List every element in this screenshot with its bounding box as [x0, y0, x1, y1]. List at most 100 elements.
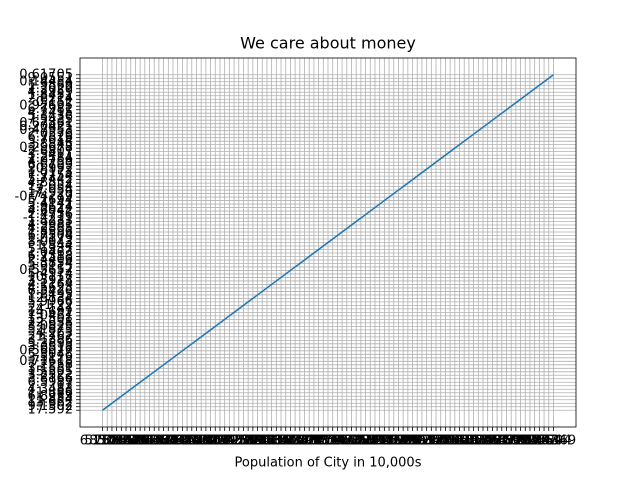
y-tick-label: 3.5129 [28, 350, 74, 365]
x-tick-label: 5.6407 [146, 434, 192, 449]
y-tick-label: 1.2784 [28, 151, 74, 166]
y-tick-label: 5.1337 [28, 242, 74, 257]
y-tick-label: 0.67861 [19, 116, 73, 131]
y-tick-label: 6.8233 [28, 389, 74, 404]
x-tick-label: 6.1101 [80, 434, 126, 449]
x-tick-label: 7.6031 [329, 434, 375, 449]
x-tick-label: 5.734 [140, 434, 177, 449]
y-tick-label: 2.8214 [28, 92, 74, 107]
x-tick-label: 5.4069 [268, 434, 314, 449]
x-tick-label: 12.836 [258, 434, 304, 449]
y-tick-label: 4.1164 [28, 277, 74, 292]
x-tick-label: 5.7077 [503, 434, 549, 449]
x-tick-label: 9.2482 [230, 434, 276, 449]
x-tick-label: 6.3589 [338, 434, 384, 449]
x-tick-label: 21.279 [371, 434, 417, 449]
y-tick-label: 13.501 [28, 312, 74, 327]
x-tick-label: 5.1301 [160, 434, 206, 449]
x-tick-label: 5.6063 [254, 434, 300, 449]
y-tick-label: 0.56077 [19, 343, 73, 358]
x-tick-label: 5.5204 [493, 434, 539, 449]
y-tick-label: 17.054 [28, 179, 74, 194]
x-tick-label: 6.4862 [117, 434, 163, 449]
y-tick-label: 1.8451 [28, 88, 74, 103]
y-tick-label: 6.6799 [28, 158, 74, 173]
x-tick-label: 9.4536 [357, 434, 403, 449]
y-tick-label: 7.5435 [28, 113, 74, 128]
x-tick-label: 14.908 [376, 434, 422, 449]
x-tick-label: 18.945 [197, 434, 243, 449]
y-tick-label: 5.9966 [28, 294, 74, 309]
x-tick-label: 7.0708 [169, 434, 215, 449]
x-tick-label: 22.203 [216, 434, 262, 449]
y-tick-label: 9.0551 [28, 71, 74, 86]
y-tick-label: 3.8166 [28, 371, 74, 386]
x-tick-label: 6.3328 [333, 434, 379, 449]
y-tick-label: 2.0576 [28, 127, 74, 142]
x-tick-label: 11.7 [314, 434, 343, 449]
x-tick-label: 10.957 [207, 434, 253, 449]
y-tick-label: 0.61705 [19, 67, 73, 82]
x-tick-label: 8.4084 [141, 434, 187, 449]
x-tick-label: 5.0365 [441, 434, 487, 449]
plot-frame [79, 57, 577, 428]
x-tick-label: 12.828 [202, 434, 248, 449]
x-tick-label: 5.0594 [498, 434, 544, 449]
x-tick-label: 6.3261 [188, 434, 234, 449]
x-tick-label: 6.8825 [272, 434, 318, 449]
y-tick-label: 5.4141 [28, 197, 74, 212]
x-tick-label: 6.3654 [155, 434, 201, 449]
y-tick-label: 4.8852 [28, 176, 74, 191]
y-tick-label: 7.7754 [28, 169, 74, 184]
y-tick-label: 12.134 [28, 291, 74, 306]
y-tick-label: 4.2959 [28, 85, 74, 100]
x-tick-label: 13.394 [526, 434, 572, 449]
x-tick-label: 5.5649 [193, 434, 239, 449]
x-tick-label: 5.8918 [235, 434, 281, 449]
y-tick-label: 2.4406 [28, 252, 74, 267]
x-tick-label: 20.341 [404, 434, 450, 449]
x-tick-label: 7.5402 [315, 434, 361, 449]
x-tick-label: 5.8014 [301, 434, 347, 449]
y-tick-label: 3.9115 [28, 259, 74, 274]
y-tick-label: 5.1875 [28, 322, 74, 337]
x-tick-label: 8.2111 [239, 434, 285, 449]
x-tick-label: 6.5479 [432, 434, 478, 449]
x-tick-label: 6.3534 [263, 434, 309, 449]
y-tick-label: 4.5623 [28, 280, 74, 295]
y-tick-label: 5.3893 [28, 336, 74, 351]
x-tick-label: 5.4369 [531, 434, 577, 449]
x-tick-label: 5.0702 [296, 434, 342, 449]
x-tick-label: 7.5386 [437, 434, 483, 449]
y-tick-label: 4.263 [36, 326, 73, 341]
x-tick-label: 10.274 [446, 434, 492, 449]
y-tick-label: 1.4233 [28, 214, 74, 229]
x-tick-label: 9.1802 [484, 434, 530, 449]
x-tick-label: 8.2951 [390, 434, 436, 449]
y-tick-label: 2.4756 [28, 207, 74, 222]
y-tick-label: 5.7442 [28, 172, 74, 187]
y-tick-label: 0.152 [36, 95, 73, 110]
x-tick-label: 6.002 [493, 434, 530, 449]
x-tick-label: 14.164 [131, 434, 177, 449]
x-tick-label: 6.1891 [174, 434, 220, 449]
x-tick-label: 8.3829 [103, 434, 149, 449]
y-tick-label: 4.2885 [28, 221, 74, 236]
x-tick-label: 10.236 [394, 434, 440, 449]
y-tick-label: 11.854 [28, 392, 74, 407]
x-tick-label: 5.1077 [451, 434, 497, 449]
x-tick-label: 9.3102 [352, 434, 398, 449]
y-tick-label: 5.3048 [28, 347, 74, 362]
x-tick-label: 7.0032 [94, 434, 140, 449]
y-tick-label: 6.7504 [28, 228, 74, 243]
y-tick-label: 4.9981 [28, 218, 74, 233]
y-tick-label: 12 [56, 378, 73, 393]
y-tick-label: 0.92695 [19, 99, 73, 114]
y-tick-label: 1.0173 [28, 165, 74, 180]
chart-title: We care about money [240, 34, 416, 53]
x-tick-label: 5.0546 [122, 434, 168, 449]
x-tick-label: 18.959 [380, 434, 426, 449]
y-tick-label: 4.2415 [28, 106, 74, 121]
x-tick-label: 5.3794 [150, 434, 196, 449]
x-tick-label: 11.708 [277, 434, 323, 449]
